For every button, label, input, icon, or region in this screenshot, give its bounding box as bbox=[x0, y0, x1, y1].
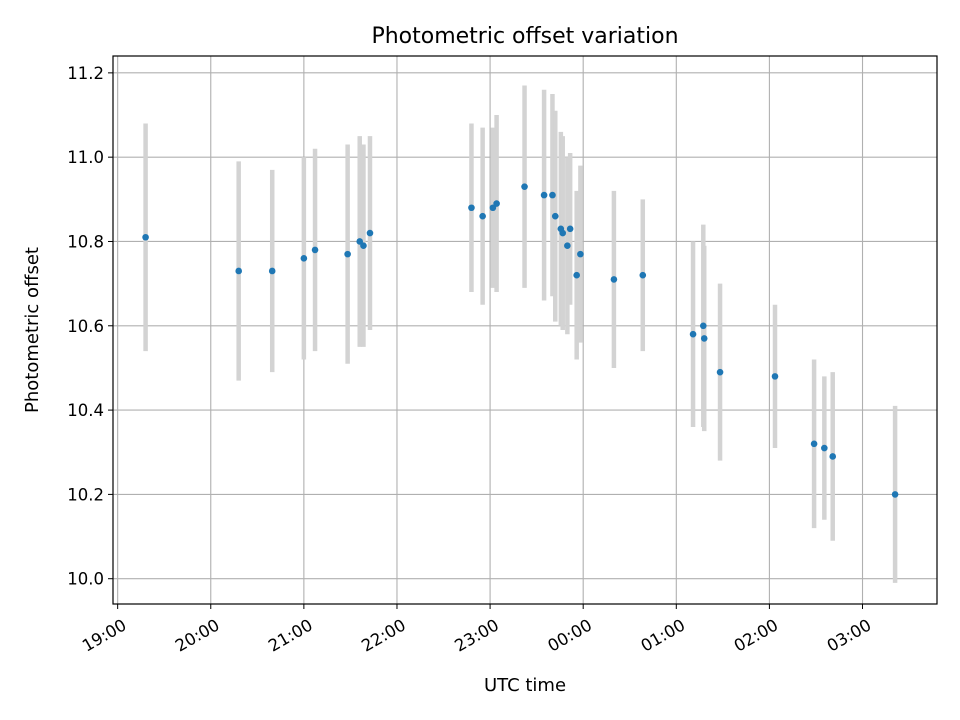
chart-title: Photometric offset variation bbox=[371, 24, 678, 49]
data-point bbox=[829, 453, 837, 460]
y-axis: 10.0 10.2 10.4 10.6 10.8 11.0 11.2 bbox=[67, 64, 113, 589]
x-tick-label: 03:00 bbox=[824, 615, 875, 655]
y-tick-label: 10.4 bbox=[67, 401, 104, 420]
x-tick-label: 19:00 bbox=[79, 615, 130, 655]
data-point bbox=[521, 183, 528, 190]
data-point bbox=[810, 440, 818, 448]
data-point bbox=[540, 191, 548, 199]
data-point bbox=[479, 212, 486, 220]
data-point bbox=[493, 200, 500, 207]
plot-frame bbox=[112, 55, 938, 605]
data-point bbox=[564, 242, 571, 249]
x-tick-label: 01:00 bbox=[638, 615, 689, 655]
y-tick-label: 10.2 bbox=[67, 485, 104, 504]
data-point bbox=[771, 373, 779, 380]
x-axis: 19:00 20:00 21:00 22:00 23:00 00:00 01:00 02:00… bbox=[79, 604, 875, 656]
data-point bbox=[716, 368, 724, 376]
data-point bbox=[821, 444, 828, 452]
data-point bbox=[142, 233, 149, 241]
y-tick-label: 11.0 bbox=[67, 148, 104, 167]
data-point bbox=[344, 250, 351, 258]
data-point bbox=[700, 335, 708, 342]
data-point bbox=[566, 225, 574, 233]
data-point bbox=[268, 267, 276, 275]
data-point bbox=[300, 255, 308, 262]
y-tick-label: 11.2 bbox=[67, 64, 104, 83]
data-point bbox=[573, 271, 580, 279]
x-tick-label: 23:00 bbox=[451, 615, 502, 655]
x-tick-label: 20:00 bbox=[172, 615, 223, 655]
data-point bbox=[468, 204, 475, 212]
data-point bbox=[549, 191, 556, 199]
y-tick-label: 10.8 bbox=[67, 232, 104, 251]
data-point bbox=[360, 242, 367, 249]
y-tick-label: 10.0 bbox=[67, 570, 104, 589]
y-axis-label: Photometric offset bbox=[22, 247, 43, 413]
data-point bbox=[639, 271, 647, 279]
data-point bbox=[235, 267, 242, 275]
data-points bbox=[142, 183, 899, 498]
data-point bbox=[610, 276, 618, 283]
data-point bbox=[891, 491, 899, 498]
x-tick-label: 02:00 bbox=[731, 615, 782, 655]
x-tick-label: 21:00 bbox=[265, 615, 316, 655]
data-point bbox=[366, 229, 374, 237]
data-point bbox=[689, 330, 697, 338]
y-tick-label: 10.6 bbox=[67, 317, 104, 336]
x-tick-label: 00:00 bbox=[545, 615, 596, 655]
x-axis-label: UTC time bbox=[484, 675, 566, 696]
data-point bbox=[577, 250, 584, 258]
data-point bbox=[311, 246, 319, 254]
data-point bbox=[700, 322, 707, 330]
x-tick-label: 22:00 bbox=[358, 615, 409, 655]
data-point bbox=[559, 229, 567, 237]
data-point bbox=[551, 212, 559, 220]
